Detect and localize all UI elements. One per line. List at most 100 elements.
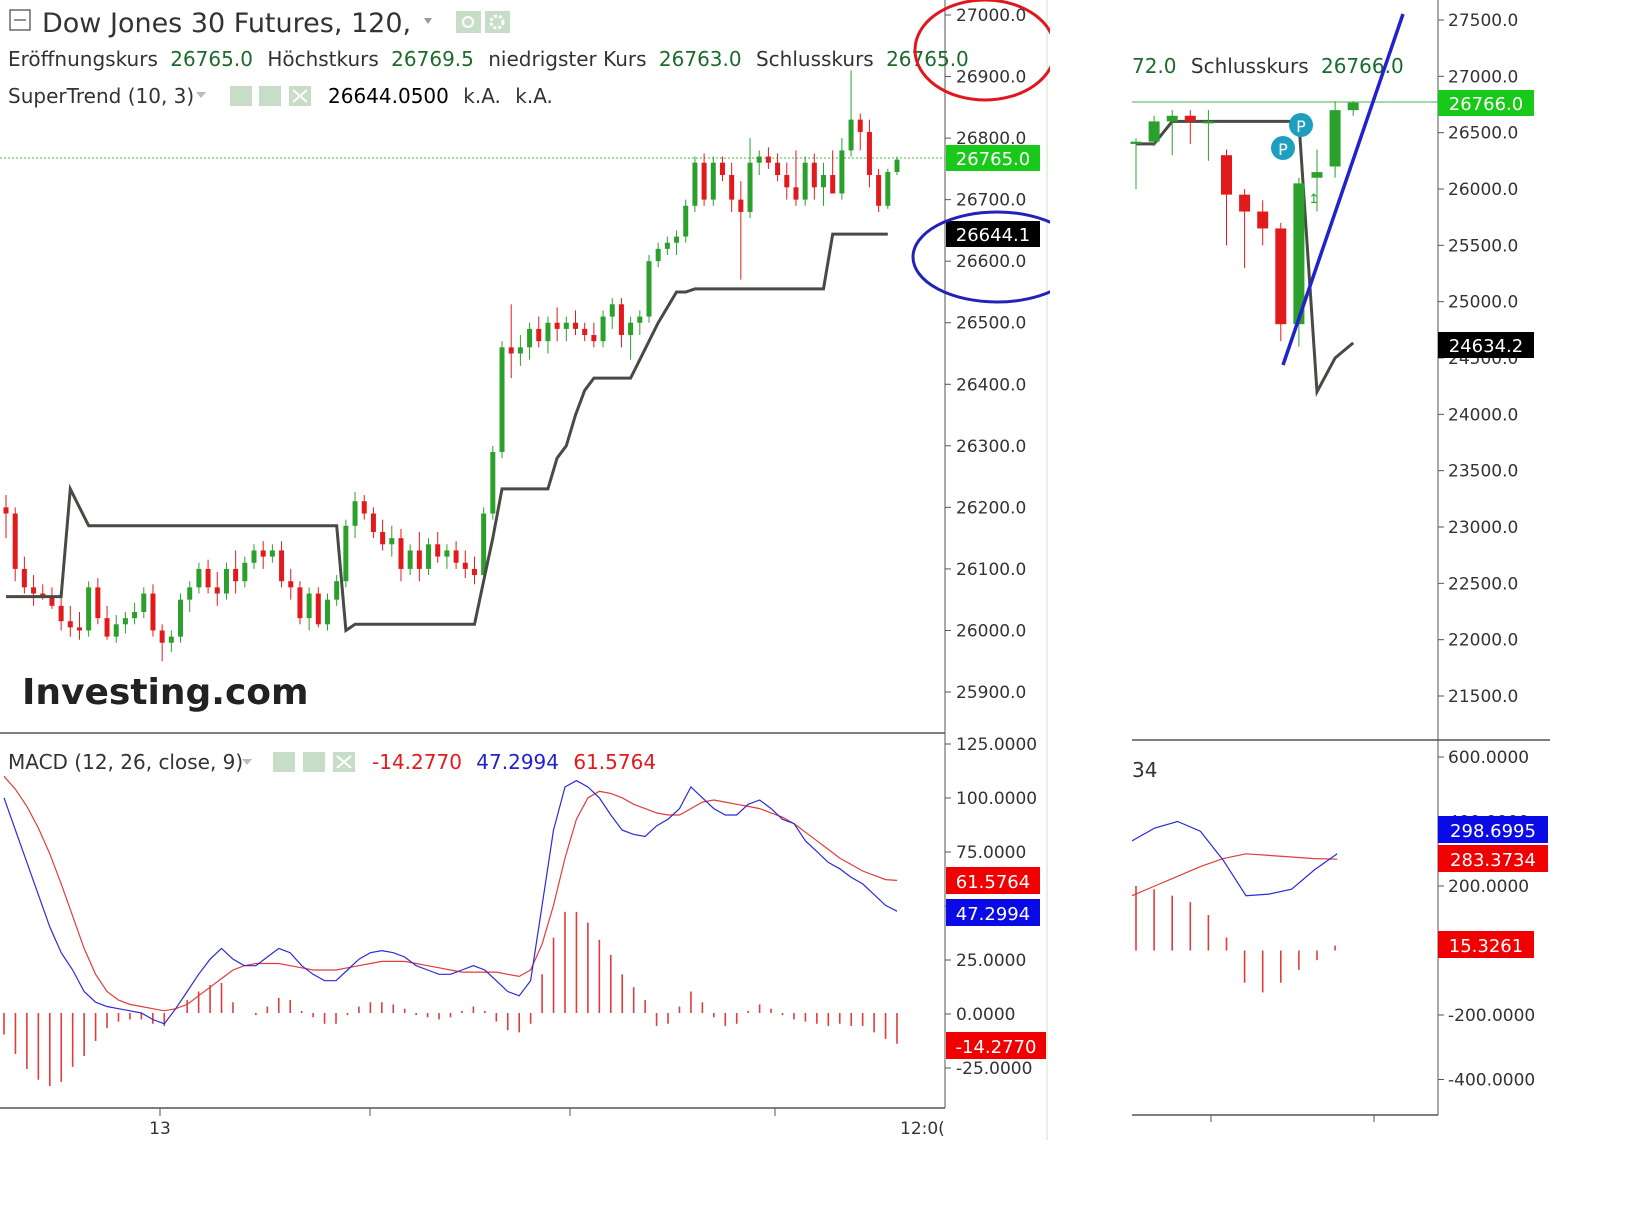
- macd-close-icon-x: [336, 755, 352, 769]
- st-gear-icon[interactable]: [259, 86, 281, 106]
- candle-body: [196, 568, 202, 588]
- candle-body: [618, 304, 624, 336]
- r-macd-signal-line: [1131, 853, 1338, 897]
- candle-body: [1202, 121, 1214, 124]
- macd-line: [3, 779, 898, 1025]
- candle-body: [159, 630, 165, 643]
- candle-body: [481, 513, 487, 576]
- candle-body: [21, 568, 27, 588]
- candle-body: [370, 513, 376, 532]
- candle-body: [324, 599, 330, 625]
- candle-body: [187, 587, 193, 600]
- macd-label: MACD (12, 26, close, 9): [8, 750, 243, 774]
- gear-icon[interactable]: [485, 11, 510, 33]
- macd-gear-icon[interactable]: [303, 752, 325, 772]
- y-tick-label: 27500.0: [1448, 11, 1518, 31]
- candle-body: [435, 544, 441, 557]
- y-tick-label: 26800.0: [956, 129, 1026, 149]
- candle-body: [3, 507, 9, 514]
- y-tick-label: -400.0000: [1448, 1071, 1535, 1091]
- supertrend-badge: [946, 221, 1040, 247]
- pivot-marker: [1289, 113, 1313, 137]
- candle-body: [508, 347, 514, 354]
- r-ohlc-legend: 72.0 Schlusskurs 26766.0: [1132, 54, 1404, 78]
- eye-icon[interactable]: [456, 11, 481, 33]
- candle-body: [1239, 194, 1251, 212]
- st-eye-icon[interactable]: [230, 86, 252, 106]
- macd-signal-line: [3, 775, 898, 1012]
- candle-body: [1148, 121, 1160, 142]
- right-chart: 27500.0 27000.0 26500.0 26000.0 25500.0 25000…: [1130, 0, 1550, 1122]
- y-tick-label: 600.0000: [1448, 748, 1529, 768]
- candle-body: [692, 162, 698, 206]
- price-axis: 27000.0 26900.0 26800.0 26700.0 26600.0 26500…: [945, 6, 1026, 703]
- macd-eye-icon[interactable]: [273, 752, 295, 772]
- candle-body: [453, 550, 459, 563]
- y-tick-label: 26400.0: [956, 375, 1026, 395]
- candle-body: [517, 347, 523, 354]
- collapse-icon[interactable]: [9, 9, 31, 31]
- candle-body: [545, 322, 551, 342]
- y-tick-label: 100.0000: [956, 789, 1037, 809]
- y-tick-label: 27000.0: [1448, 67, 1518, 87]
- pivot-marker-label: P: [1296, 117, 1306, 136]
- candle-body: [426, 544, 432, 569]
- r-last-price-badge: [1438, 90, 1534, 116]
- y-tick-label: 26700.0: [956, 191, 1026, 211]
- investing-logo: Investing.com: [22, 672, 309, 713]
- y-tick-label: 25500.0: [1448, 236, 1518, 256]
- candle-body: [655, 248, 661, 262]
- y-tick-label: 22000.0: [1448, 631, 1518, 651]
- y-tick-label: 26200.0: [956, 498, 1026, 518]
- candle-body: [306, 593, 312, 619]
- macd-badge: [946, 899, 1040, 926]
- candle-body: [95, 587, 101, 619]
- candle-body: [49, 596, 55, 606]
- candle-body: [288, 581, 294, 588]
- candle-body: [839, 150, 845, 194]
- candle-body: [646, 261, 652, 317]
- r-price-axis: 27500.0 27000.0 26500.0 26000.0 25500.0 25000…: [1438, 11, 1518, 707]
- candle-body: [242, 562, 248, 582]
- macd-dropdown-icon[interactable]: [242, 759, 252, 765]
- left-chart: 27000.0 26900.0 26800.0 26700.0 26600.0 26500…: [0, 0, 1050, 1140]
- candle-body: [444, 550, 450, 557]
- candle-body: [784, 175, 790, 188]
- candle-body: [398, 538, 404, 569]
- candle-body: [1329, 110, 1341, 167]
- candle-body: [1347, 102, 1359, 111]
- candle-body: [260, 550, 266, 557]
- y-tick-label: 75.0000: [956, 843, 1026, 863]
- candle-body: [591, 335, 597, 342]
- gear-icon-center: [489, 14, 505, 30]
- r-macd-histogram: [1135, 886, 1336, 993]
- candle-body: [214, 587, 220, 594]
- y-tick-label: 21500.0: [1448, 687, 1518, 707]
- candle-body: [573, 322, 579, 329]
- red-annotation-circle: [913, 0, 1050, 102]
- r-close-label: Schlusskurs: [1191, 54, 1309, 78]
- hist-badge-text: -14.2770: [956, 1037, 1037, 1058]
- candle-body: [1311, 172, 1323, 178]
- low-value: 26763.0: [659, 47, 742, 71]
- candle-body: [40, 593, 46, 597]
- candle-body: [12, 513, 18, 569]
- y-tick-label: 25000.0: [1448, 293, 1518, 313]
- candle-body: [223, 568, 229, 594]
- candle-body: [1166, 115, 1178, 122]
- candle-body: [609, 304, 615, 317]
- r-macd-line: [1131, 820, 1338, 897]
- candle-body: [1293, 183, 1305, 325]
- candle-body: [233, 568, 239, 582]
- signal-badge-text: 61.5764: [956, 872, 1030, 893]
- candle-body: [31, 587, 37, 594]
- title-dropdown-icon[interactable]: [424, 18, 432, 24]
- candle-body: [600, 316, 606, 342]
- supertrend-dropdown-icon[interactable]: [196, 92, 206, 98]
- candle-body: [471, 568, 477, 576]
- candle-body: [1257, 211, 1269, 229]
- r-hist-badge-text: 15.3261: [1449, 936, 1523, 957]
- r-macd-partial: 34: [1132, 758, 1157, 782]
- blue-annotation-circle: [911, 210, 1050, 304]
- open-label: Eröffnungskurs: [8, 47, 158, 71]
